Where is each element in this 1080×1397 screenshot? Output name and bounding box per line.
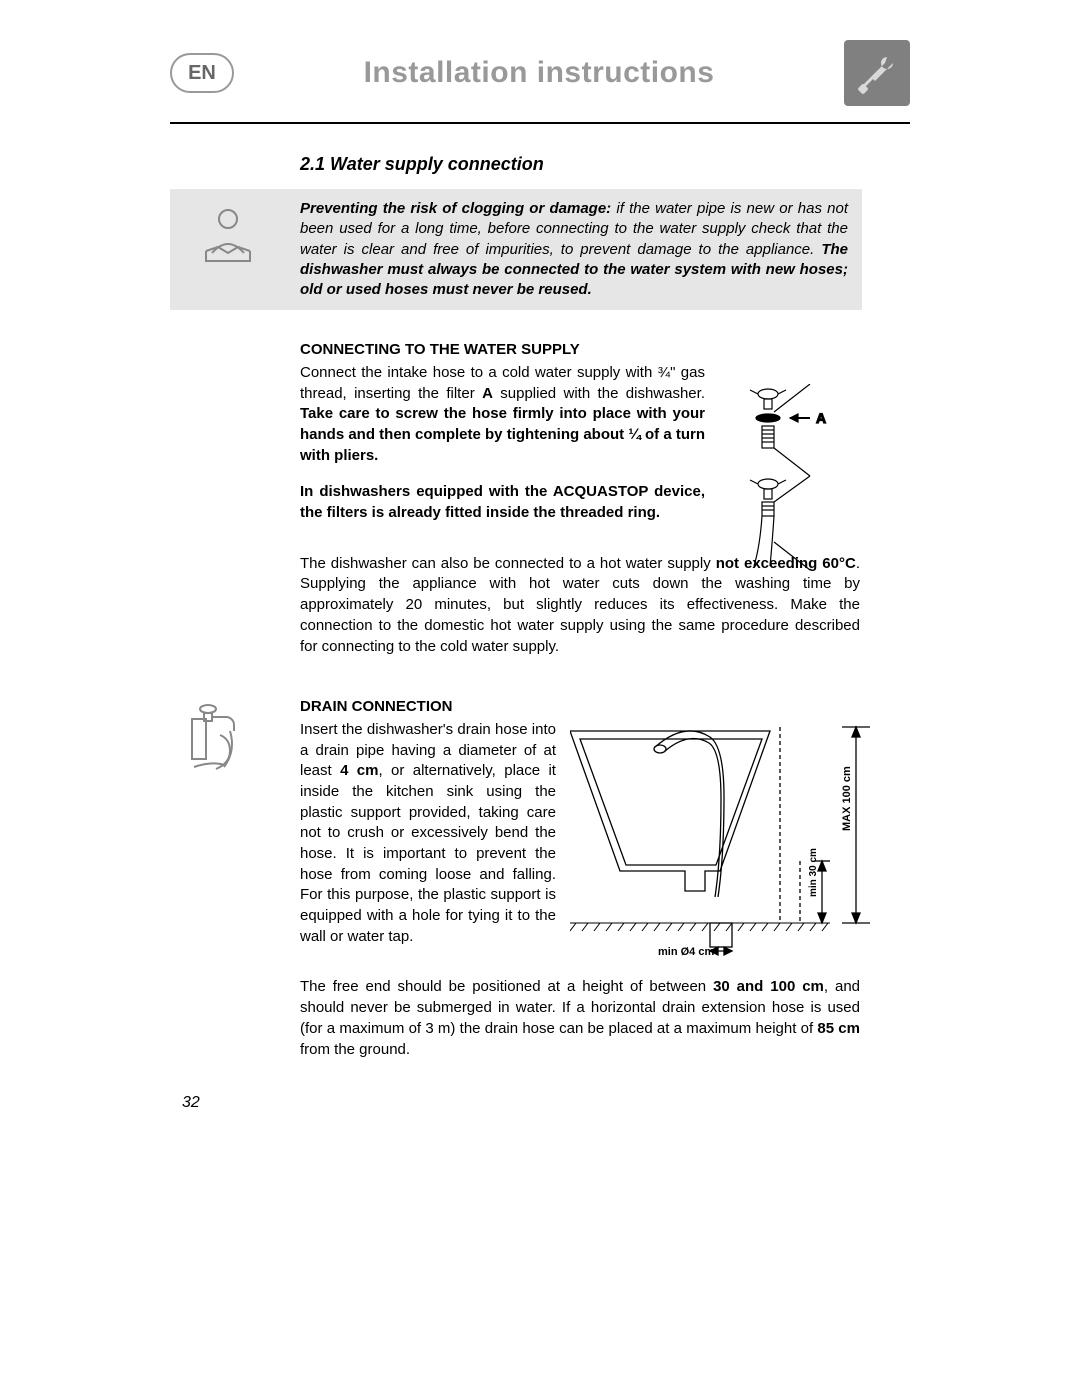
drain-p2b: 30 and 100 cm	[713, 978, 824, 995]
connect-p2-bold: In dishwashers equipped with the ACQUAST…	[300, 483, 705, 521]
drain-heading: DRAIN CONNECTION	[300, 697, 556, 718]
page-title: Installation instructions	[234, 56, 844, 90]
drain-section: DRAIN CONNECTION Insert the dishwasher's…	[0, 697, 1080, 947]
drain-p1b: 4 cm	[340, 762, 378, 779]
diagram-label-max: MAX 100 cm	[841, 766, 853, 831]
person-reading-icon	[192, 203, 264, 275]
connect-p2: In dishwashers equipped with the ACQUAST…	[300, 482, 705, 523]
connect-p1b: A	[482, 385, 493, 402]
drain-p2e: from the ground.	[300, 1041, 410, 1058]
page: EN Installation instructions 2.1 Water s…	[0, 0, 1080, 1397]
section-heading: 2.1 Water supply connection	[300, 154, 1080, 175]
drain-text: DRAIN CONNECTION Insert the dishwasher's…	[300, 697, 556, 947]
header-divider	[170, 122, 910, 124]
filter-diagram: A	[720, 384, 850, 584]
connect-section: CONNECTING TO THE WATER SUPPLY Connect t…	[0, 340, 1080, 524]
tap-hose-icon	[180, 697, 262, 779]
page-number: 32	[182, 1094, 200, 1112]
tools-icon	[844, 40, 910, 106]
connect-p1c: supplied with the dishwasher.	[493, 385, 705, 402]
warning-box: Preventing the risk of clogging or damag…	[170, 189, 862, 310]
diagram-label-min30: min 30 cm	[808, 848, 819, 897]
header-row: EN Installation instructions	[0, 40, 1080, 106]
connect-p1d: Take care to screw the hose firmly into …	[300, 405, 705, 463]
hot-p3a: The dishwasher can also be connected to …	[300, 555, 716, 572]
warning-lead: Preventing the risk of clogging or damag…	[300, 200, 611, 217]
drain-p2d: 85 cm	[817, 1020, 860, 1037]
drain-p2: The free end should be positioned at a h…	[300, 977, 860, 1060]
content: 2.1 Water supply connection Preventing t…	[0, 154, 1080, 1060]
connect-p1: Connect the intake hose to a cold water …	[300, 363, 705, 466]
diagram-label-a: A	[816, 410, 826, 426]
language-code: EN	[188, 62, 216, 85]
language-badge: EN	[170, 53, 234, 93]
diagram-label-min4: min Ø4 cm	[658, 946, 714, 958]
drain-p1c: , or alternatively, place it inside the …	[300, 762, 556, 945]
drain-p1: Insert the dishwasher's drain hose into …	[300, 720, 556, 948]
drain-diagram: MAX 100 cm min 30 cm min Ø4 cm	[570, 711, 870, 961]
connect-block: CONNECTING TO THE WATER SUPPLY Connect t…	[300, 340, 705, 524]
drain-p2a: The free end should be positioned at a h…	[300, 978, 713, 995]
warning-text: Preventing the risk of clogging or damag…	[300, 200, 848, 298]
connect-heading: CONNECTING TO THE WATER SUPPLY	[300, 340, 705, 361]
